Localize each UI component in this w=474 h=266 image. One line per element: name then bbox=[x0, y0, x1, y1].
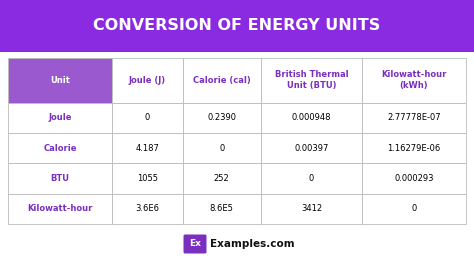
Text: Ex: Ex bbox=[189, 239, 201, 248]
Text: 0: 0 bbox=[411, 204, 417, 213]
Text: Calorie: Calorie bbox=[43, 144, 77, 153]
Text: 0.00397: 0.00397 bbox=[294, 144, 328, 153]
FancyBboxPatch shape bbox=[8, 133, 112, 163]
Text: 1.16279E-06: 1.16279E-06 bbox=[387, 144, 441, 153]
FancyBboxPatch shape bbox=[112, 133, 182, 163]
Text: 4.187: 4.187 bbox=[136, 144, 159, 153]
Text: British Thermal
Unit (BTU): British Thermal Unit (BTU) bbox=[274, 70, 348, 90]
FancyBboxPatch shape bbox=[261, 103, 362, 133]
FancyBboxPatch shape bbox=[182, 163, 261, 194]
Text: BTU: BTU bbox=[50, 174, 69, 183]
FancyBboxPatch shape bbox=[362, 58, 466, 103]
Text: Examples.com: Examples.com bbox=[210, 239, 295, 249]
Text: 0.000293: 0.000293 bbox=[394, 174, 434, 183]
FancyBboxPatch shape bbox=[0, 0, 474, 52]
Text: Calorie (cal): Calorie (cal) bbox=[193, 76, 251, 85]
FancyBboxPatch shape bbox=[112, 163, 182, 194]
FancyBboxPatch shape bbox=[261, 133, 362, 163]
FancyBboxPatch shape bbox=[261, 163, 362, 194]
Text: 0.2390: 0.2390 bbox=[207, 114, 236, 122]
Text: Kilowatt-hour: Kilowatt-hour bbox=[27, 204, 92, 213]
FancyBboxPatch shape bbox=[261, 58, 362, 103]
FancyBboxPatch shape bbox=[8, 58, 112, 103]
FancyBboxPatch shape bbox=[261, 194, 362, 224]
Text: Unit: Unit bbox=[50, 76, 70, 85]
FancyBboxPatch shape bbox=[362, 133, 466, 163]
Text: 0.000948: 0.000948 bbox=[292, 114, 331, 122]
FancyBboxPatch shape bbox=[8, 194, 112, 224]
Text: 2.77778E-07: 2.77778E-07 bbox=[387, 114, 441, 122]
FancyBboxPatch shape bbox=[182, 133, 261, 163]
FancyBboxPatch shape bbox=[362, 194, 466, 224]
FancyBboxPatch shape bbox=[362, 163, 466, 194]
FancyBboxPatch shape bbox=[182, 194, 261, 224]
Text: 0: 0 bbox=[219, 144, 224, 153]
Text: Joule: Joule bbox=[48, 114, 72, 122]
FancyBboxPatch shape bbox=[182, 58, 261, 103]
Text: Joule (J): Joule (J) bbox=[129, 76, 166, 85]
FancyBboxPatch shape bbox=[112, 103, 182, 133]
Text: Kilowatt-hour
(kWh): Kilowatt-hour (kWh) bbox=[382, 70, 447, 90]
FancyBboxPatch shape bbox=[362, 103, 466, 133]
FancyBboxPatch shape bbox=[183, 235, 207, 253]
FancyBboxPatch shape bbox=[112, 58, 182, 103]
Text: 1055: 1055 bbox=[137, 174, 158, 183]
FancyBboxPatch shape bbox=[112, 194, 182, 224]
Text: 8.6E5: 8.6E5 bbox=[210, 204, 234, 213]
Text: 0: 0 bbox=[309, 174, 314, 183]
Text: 252: 252 bbox=[214, 174, 229, 183]
Text: 3412: 3412 bbox=[301, 204, 322, 213]
Text: CONVERSION OF ENERGY UNITS: CONVERSION OF ENERGY UNITS bbox=[93, 19, 381, 34]
Text: 3.6E6: 3.6E6 bbox=[135, 204, 159, 213]
FancyBboxPatch shape bbox=[182, 103, 261, 133]
FancyBboxPatch shape bbox=[8, 103, 112, 133]
Text: 0: 0 bbox=[145, 114, 150, 122]
FancyBboxPatch shape bbox=[8, 163, 112, 194]
